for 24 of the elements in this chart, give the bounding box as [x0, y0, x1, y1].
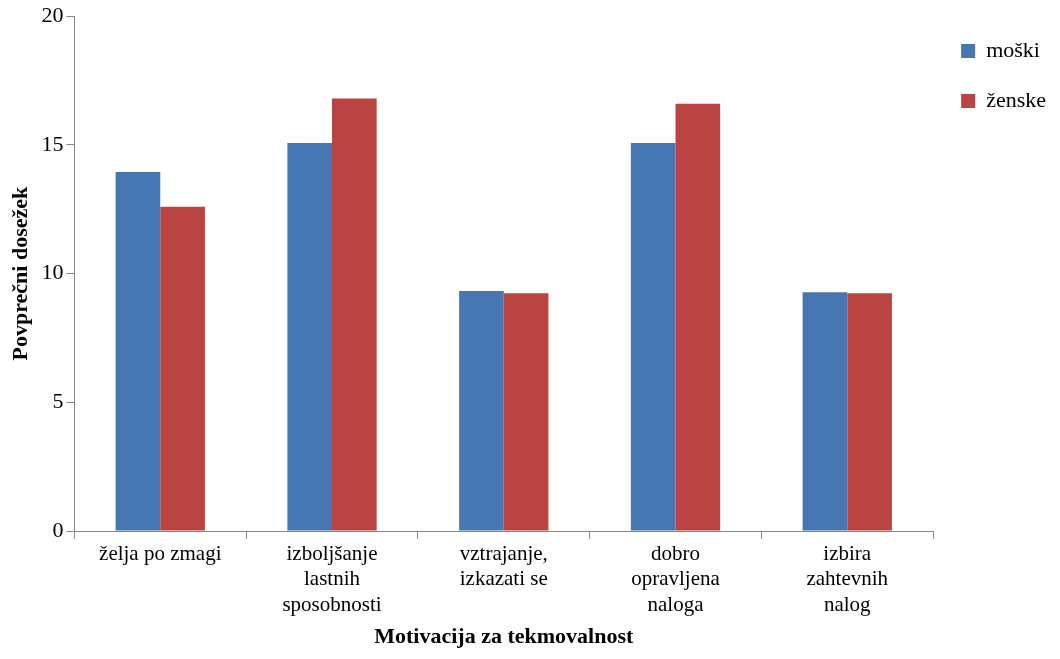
x-tick-label: izbira zahtevnih nalog [806, 541, 889, 616]
bar [847, 293, 892, 531]
bar [459, 291, 504, 531]
bar [630, 143, 676, 531]
y-axis-title: Povprečni dosežek [6, 185, 32, 361]
x-tick-label: želja po zmagi [99, 541, 222, 566]
bar [332, 98, 377, 531]
bar [287, 143, 333, 531]
bar [675, 103, 721, 531]
x-axis-title: Motivacija za tekmovalnost [374, 623, 634, 649]
y-tick-label: 0 [52, 516, 64, 542]
x-tick-label: dobro opravljena naloga [631, 541, 721, 616]
y-tick-label: 5 [52, 388, 64, 414]
legend-label: moški [986, 36, 1040, 62]
y-tick-label: 20 [41, 1, 64, 27]
x-tick-label: izboljšanje lastnih sposobnosti [282, 541, 382, 616]
bar [503, 293, 549, 531]
x-tick-label: vztrajanje, izkazati se [459, 541, 548, 591]
bar [115, 171, 161, 531]
bar [160, 206, 205, 531]
legend-label: ženske [986, 86, 1046, 112]
y-tick-label: 10 [41, 259, 64, 285]
y-tick-label: 15 [41, 130, 64, 156]
bar [802, 292, 848, 531]
